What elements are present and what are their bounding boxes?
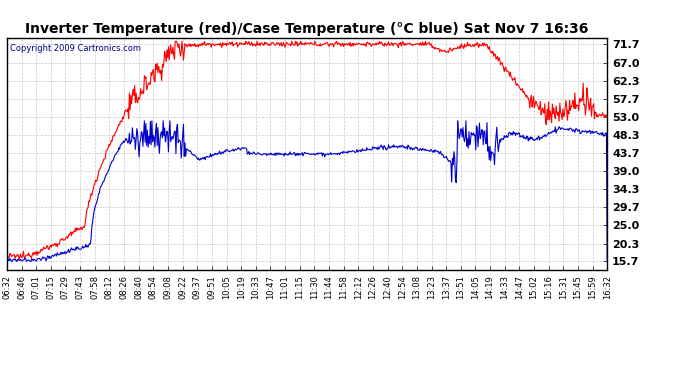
Title: Inverter Temperature (red)/Case Temperature (°C blue) Sat Nov 7 16:36: Inverter Temperature (red)/Case Temperat… (26, 22, 589, 36)
Text: Copyright 2009 Cartronics.com: Copyright 2009 Cartronics.com (10, 45, 141, 54)
